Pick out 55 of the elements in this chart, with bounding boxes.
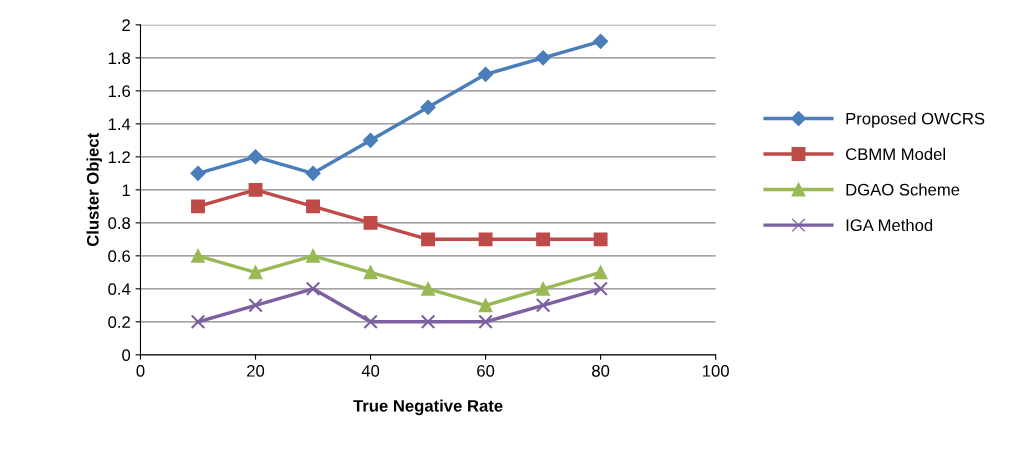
- point: [421, 281, 436, 296]
- point: [306, 248, 320, 263]
- x-axis-title: True Negative Rate: [353, 399, 503, 416]
- x-tick-label: 80: [592, 364, 610, 377]
- y-tick-label: 0.2: [108, 316, 130, 329]
- legend-label: CBMM Model: [846, 147, 945, 161]
- point: [363, 265, 378, 280]
- point: [478, 232, 493, 247]
- point: [305, 165, 321, 181]
- y-tick-label: 1.8: [108, 52, 131, 65]
- y-tick-label: 0: [122, 349, 131, 362]
- x-tick-label: 0: [136, 364, 145, 377]
- point: [190, 314, 206, 330]
- point: [593, 281, 608, 297]
- y-tick-label: 0.6: [108, 250, 131, 263]
- point: [593, 33, 609, 49]
- y-tick-label: 2: [122, 19, 130, 31]
- point: [535, 50, 551, 66]
- point: [305, 281, 321, 297]
- point: [536, 232, 551, 247]
- x-tick-label: 60: [477, 364, 495, 377]
- point: [363, 215, 378, 230]
- point: [536, 281, 551, 296]
- point: [478, 314, 493, 330]
- y-tick-label: 1.2: [108, 151, 130, 163]
- point: [191, 199, 205, 214]
- y-axis-title: Cluster Object: [86, 133, 103, 247]
- legend-label: Proposed OWCRS: [846, 112, 985, 128]
- point: [248, 265, 263, 280]
- point: [248, 298, 263, 313]
- point: [306, 199, 320, 214]
- x-tick-label: 100: [703, 364, 729, 377]
- legend-label: IGA Method: [846, 218, 933, 232]
- point: [248, 182, 263, 197]
- x-tick-label: 20: [247, 364, 265, 377]
- point: [421, 232, 436, 247]
- point: [362, 132, 379, 148]
- point: [191, 248, 205, 263]
- point: [190, 165, 206, 181]
- point: [420, 314, 436, 330]
- legend-label: DGAO Scheme: [846, 183, 960, 196]
- point: [535, 298, 551, 313]
- point: [247, 149, 264, 165]
- y-tick-label: 1.4: [108, 118, 131, 130]
- x-tick-label: 40: [361, 364, 380, 377]
- y-tick-label: 0.8: [108, 217, 131, 230]
- y-tick-label: 1: [122, 184, 130, 196]
- point: [420, 99, 436, 115]
- y-tick-label: 1.6: [108, 85, 131, 98]
- point: [363, 314, 378, 330]
- point: [593, 232, 608, 247]
- point: [478, 298, 493, 313]
- point: [593, 265, 608, 280]
- point: [478, 66, 494, 82]
- y-tick-label: 0.4: [108, 283, 131, 296]
